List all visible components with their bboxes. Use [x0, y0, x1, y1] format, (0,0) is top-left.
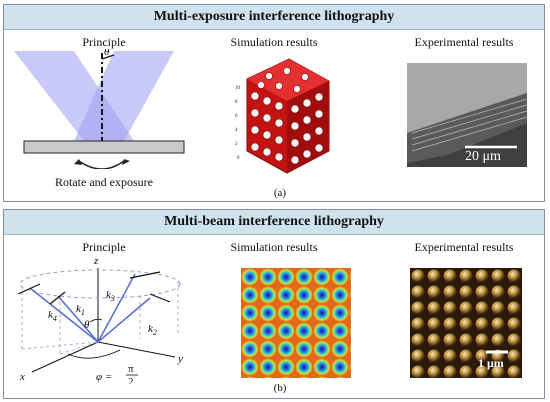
k1-label: k1 [76, 303, 85, 317]
svg-text:4: 4 [235, 128, 238, 133]
cube-axis-ticks: 10 8 6 4 2 0 [235, 86, 241, 161]
sem-texture [407, 63, 527, 167]
principle-title: Principle [82, 240, 126, 254]
rotate-arrow-head [122, 159, 130, 165]
theta-label: θ [84, 319, 90, 331]
simulation-intensity-map [241, 268, 351, 378]
z-axis-label: z [93, 255, 99, 267]
rotate-arrow-tail [74, 159, 82, 165]
k3-label: k3 [106, 289, 115, 303]
y-axis-label: y [177, 353, 183, 365]
panel-title: Multi-beam interference lithography [4, 210, 544, 235]
sem-image: 20 μm [407, 63, 527, 167]
panel-title: Multi-exposure interference lithography [4, 5, 544, 30]
multi-beam-panel: Multi-beam interference lithography Prin… [3, 209, 545, 399]
cone-ellipse [19, 269, 181, 299]
afm-texture [410, 268, 522, 378]
simulation-title: Simulation results [230, 240, 318, 254]
principle-title: Principle [82, 35, 126, 49]
caption-b: (b) [273, 382, 287, 394]
theta-label: θ [104, 49, 110, 58]
lattice-voids [250, 67, 324, 165]
svg-text:φ =: φ = [96, 371, 112, 383]
svg-text:2: 2 [128, 376, 134, 384]
phi-arc [67, 349, 121, 359]
svg-text:2: 2 [235, 142, 238, 147]
tilt-line [101, 54, 115, 60]
svg-text:8: 8 [235, 100, 238, 105]
multi-beam-principle-diagram: z y x θ k4 k1 k3 k2 φ = [17, 255, 183, 384]
beam-right [74, 51, 174, 141]
k2-label: k2 [148, 323, 157, 337]
afm-image: 1 μm [410, 268, 522, 378]
x-axis-label: x [19, 371, 25, 383]
experimental-title: Experimental results [414, 35, 514, 49]
svg-text:6: 6 [235, 114, 238, 119]
rotate-arrow [78, 160, 125, 169]
wave-vectors [29, 273, 151, 343]
svg-text:0: 0 [237, 156, 240, 161]
rotate-label: Rotate and exposure [55, 175, 153, 189]
k4-label: k4 [48, 309, 57, 323]
simulation-lattice-cube: 10 8 6 4 2 0 [235, 58, 330, 174]
phi-label: φ = π 2 [96, 363, 138, 384]
svg-text:π: π [128, 363, 134, 375]
scale-bar-label: 1 μm [478, 356, 504, 370]
multi-exposure-panel: Multi-exposure interference lithography … [3, 4, 545, 202]
caption-a: (a) [273, 187, 287, 199]
svg-text:10: 10 [235, 86, 241, 91]
x-axis [31, 341, 99, 373]
experimental-title: Experimental results [414, 240, 514, 254]
scale-bar-label: 20 μm [465, 149, 501, 164]
simulation-title: Simulation results [230, 35, 318, 49]
y-axis [97, 341, 176, 358]
multi-exposure-principle-diagram: θ [14, 49, 185, 169]
substrate [23, 140, 185, 154]
beam-arrows [17, 271, 171, 305]
